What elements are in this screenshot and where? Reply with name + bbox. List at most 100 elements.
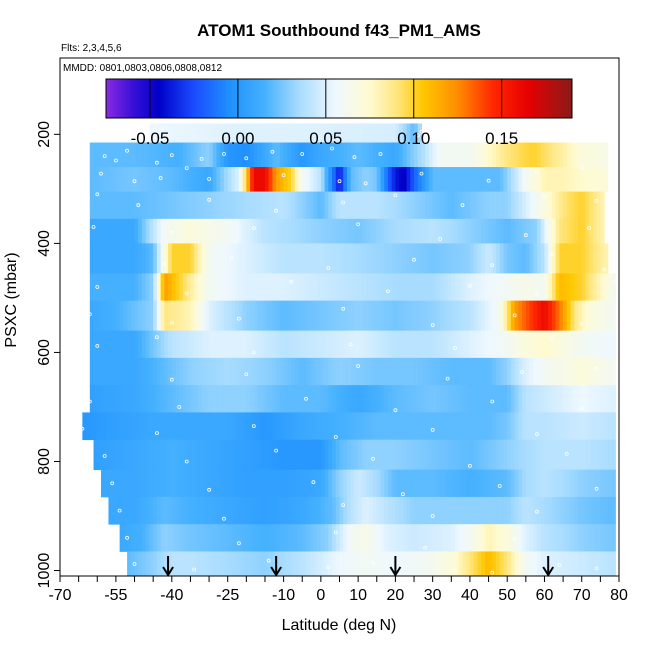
heat-cell [343, 385, 348, 413]
heat-cell [492, 142, 497, 168]
heat-cell [469, 524, 475, 552]
sample-point [236, 541, 241, 546]
heat-cell [335, 439, 341, 471]
heat-cell [537, 142, 542, 168]
heat-cell [276, 243, 281, 274]
sample-point [378, 152, 383, 156]
heat-cell [414, 330, 419, 359]
heat-cell [257, 469, 262, 498]
heat-cell [469, 357, 475, 386]
heat-cell [592, 218, 598, 244]
heat-cell [145, 357, 151, 386]
heat-cell [399, 439, 404, 471]
heat-cell [276, 469, 281, 498]
heat-cell [190, 412, 195, 441]
heat-cell [566, 218, 572, 244]
heat-cell [182, 330, 188, 359]
heat-cell [350, 123, 356, 143]
heat-cell [164, 273, 169, 302]
heat-cell [93, 330, 98, 359]
heat-cell [548, 551, 553, 577]
heat-cell [369, 357, 374, 386]
heat-cell [540, 524, 546, 552]
heat-cell [402, 300, 408, 332]
heat-cell [231, 412, 236, 441]
heat-cell [272, 300, 277, 332]
heat-cell [235, 412, 240, 441]
heat-cell [458, 551, 464, 577]
heat-cell [324, 439, 329, 471]
heat-cell [261, 191, 266, 220]
heat-cell [283, 167, 288, 192]
heat-cell [384, 385, 389, 413]
heat-cell [440, 524, 445, 552]
heat-cell [242, 300, 247, 332]
heat-cell [317, 357, 322, 386]
heat-cell [473, 524, 478, 552]
heat-cell [469, 300, 475, 332]
heat-cell [115, 412, 121, 441]
heat-cell [212, 243, 218, 274]
heat-cell [503, 439, 508, 471]
heat-cell [127, 142, 132, 168]
heat-cell [387, 524, 393, 552]
heat-cell [201, 300, 206, 332]
heat-cell [134, 439, 139, 471]
heat-cell [592, 243, 598, 274]
heat-cell [339, 167, 344, 192]
heat-cell [238, 191, 244, 220]
heat-cell [317, 167, 322, 192]
heat-cell [611, 496, 616, 525]
heat-cell [291, 273, 296, 302]
heat-cell [563, 385, 568, 413]
heat-cell [283, 524, 288, 552]
heat-cell [97, 243, 102, 274]
heat-cell [138, 439, 143, 471]
heat-cell [190, 300, 195, 332]
sample-point [341, 306, 346, 311]
sample-point [520, 370, 524, 375]
x-tick-label: 20 [387, 587, 405, 604]
heat-cell [328, 142, 333, 168]
heat-cell [578, 496, 583, 525]
heat-cell [130, 385, 136, 413]
heat-cell [100, 191, 106, 220]
heat-cell [548, 469, 553, 498]
heat-cell [578, 439, 583, 471]
heat-cell [223, 357, 229, 386]
heat-cell [298, 385, 303, 413]
heat-cell [525, 524, 531, 552]
heat-cell [305, 218, 311, 244]
heat-cell [574, 167, 579, 192]
heat-cell [373, 357, 378, 386]
heat-cell [425, 412, 430, 441]
heat-cell [115, 439, 121, 471]
heat-cell [309, 330, 315, 359]
heat-cell [451, 469, 456, 498]
heat-cell [201, 142, 206, 168]
heat-cell [492, 273, 497, 302]
heat-cell [283, 218, 288, 244]
heat-cell [425, 273, 430, 302]
heat-cell [287, 469, 292, 498]
heat-cell [291, 551, 296, 577]
heat-cell [313, 191, 318, 220]
heat-cell [179, 524, 184, 552]
heat-cell [581, 412, 587, 441]
heat-cell [298, 191, 303, 220]
heat-cell [600, 551, 605, 577]
sample-point [177, 405, 182, 409]
heat-cell [451, 357, 456, 386]
heat-cell [190, 439, 195, 471]
heat-cell [309, 385, 315, 413]
x-tick-label: 80 [610, 587, 628, 604]
heat-cell [339, 142, 344, 168]
heat-cell [574, 142, 579, 168]
heat-cell [272, 123, 277, 143]
heat-cell [261, 142, 266, 168]
heat-cell [164, 243, 169, 274]
heat-cell [559, 385, 564, 413]
heat-cell [503, 357, 508, 386]
heat-cell [503, 551, 508, 577]
heat-cell [313, 439, 318, 471]
